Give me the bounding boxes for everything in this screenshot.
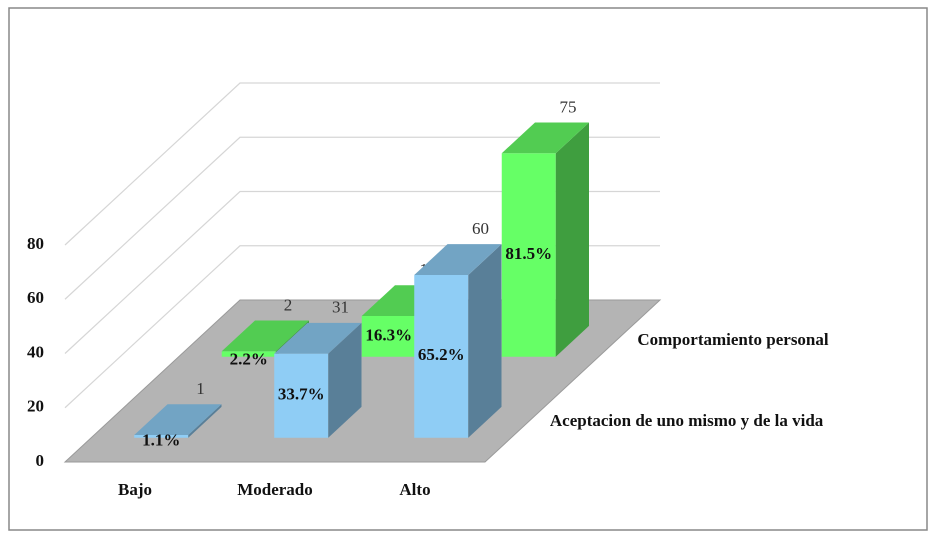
value-label: 60 <box>472 219 489 238</box>
bar-front <box>221 351 276 357</box>
bar-top <box>134 404 222 435</box>
value-label: 1 <box>196 379 205 398</box>
value-label: 2 <box>284 295 293 314</box>
percent-label: 81.5% <box>505 244 552 263</box>
bar-front <box>361 316 416 357</box>
percent-label: 65.2% <box>418 345 465 364</box>
bar-front <box>134 434 189 438</box>
x-tick-label: Alto <box>399 480 430 499</box>
bar-front <box>501 153 556 357</box>
bar-front <box>414 274 469 438</box>
y-tick-label: 80 <box>27 234 44 253</box>
x-tick-label: Bajo <box>118 480 152 499</box>
bar <box>414 244 502 438</box>
bar-side <box>188 404 222 438</box>
bar-top <box>414 244 502 275</box>
bar-top <box>274 322 362 354</box>
bar <box>501 122 589 357</box>
bar-side <box>468 244 502 438</box>
y-tick-label: 40 <box>27 342 44 361</box>
x-tick-label: Moderado <box>237 480 313 499</box>
legend-label: Aceptacion de uno mismo y de la vida <box>550 411 824 430</box>
bar-top <box>501 122 589 154</box>
bar <box>134 404 222 438</box>
percent-label: 1.1% <box>142 431 180 450</box>
value-label: 75 <box>560 97 577 116</box>
y-tick-label: 0 <box>36 451 45 470</box>
percent-label: 2.2% <box>230 350 268 369</box>
percent-label: 16.3% <box>365 325 412 344</box>
value-label: 31 <box>332 298 349 317</box>
bar-side <box>328 322 362 438</box>
y-tick-label: 20 <box>27 397 44 416</box>
legend-label: Comportamiento personal <box>637 330 829 349</box>
percent-label: 33.7% <box>278 385 325 404</box>
bar-top <box>221 320 309 352</box>
bar-side <box>555 122 589 357</box>
y-tick-label: 60 <box>27 288 44 307</box>
bar-front <box>274 353 329 438</box>
bar <box>274 322 362 438</box>
grid-line <box>64 82 660 246</box>
